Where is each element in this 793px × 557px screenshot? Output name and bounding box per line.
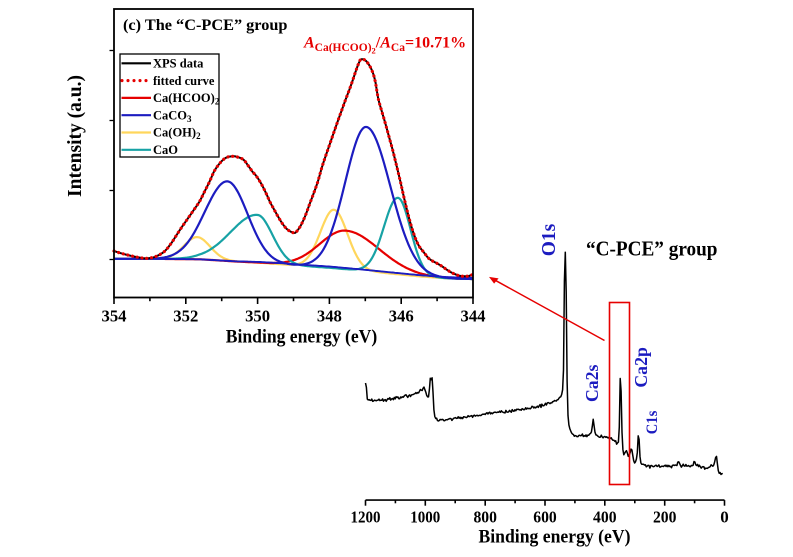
svg-text:Ca(HCOO)2: Ca(HCOO)2 — [153, 91, 220, 107]
svg-text:Ca2p: Ca2p — [631, 347, 651, 388]
svg-text:Binding energy (eV): Binding energy (eV) — [226, 327, 378, 348]
svg-text:350: 350 — [245, 307, 270, 326]
svg-text:1000: 1000 — [410, 508, 440, 527]
svg-text:346: 346 — [389, 307, 414, 326]
svg-text:O1s: O1s — [538, 224, 560, 257]
svg-text:Ca2s: Ca2s — [582, 365, 602, 403]
svg-text:Ca(OH)2: Ca(OH)2 — [153, 126, 201, 142]
svg-text:ACa(HCOO)2/ACa=10.71%: ACa(HCOO)2/ACa=10.71% — [303, 35, 466, 56]
svg-text:348: 348 — [317, 307, 342, 326]
svg-text:CaCO3: CaCO3 — [153, 108, 192, 124]
svg-text:C1s: C1s — [644, 411, 661, 435]
svg-text:400: 400 — [593, 508, 617, 527]
svg-text:354: 354 — [102, 307, 127, 326]
svg-text:fitted curve: fitted curve — [153, 74, 215, 88]
svg-text:344: 344 — [461, 307, 486, 326]
svg-text:800: 800 — [473, 508, 497, 527]
svg-text:1200: 1200 — [351, 508, 381, 527]
svg-text:CaO: CaO — [153, 143, 178, 157]
svg-text:200: 200 — [653, 508, 677, 527]
svg-text:“C-PCE” group: “C-PCE” group — [586, 237, 718, 261]
svg-text:Binding energy (eV): Binding energy (eV) — [479, 527, 631, 548]
svg-text:Intensity (a.u.): Intensity (a.u.) — [65, 75, 86, 197]
svg-text:0: 0 — [720, 508, 729, 527]
svg-text:352: 352 — [173, 307, 198, 326]
svg-text:600: 600 — [533, 508, 557, 527]
svg-text:XPS data: XPS data — [153, 57, 204, 71]
svg-text:(c) The “C-PCE” group: (c) The “C-PCE” group — [123, 15, 287, 34]
